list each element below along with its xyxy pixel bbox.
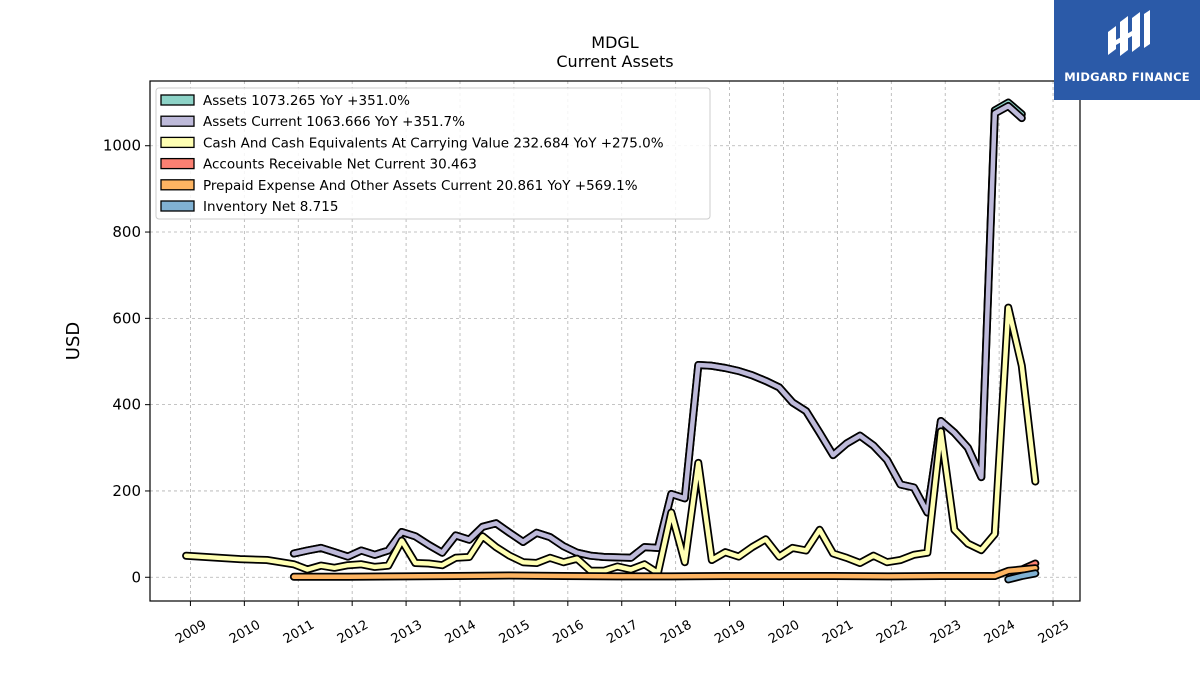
x-tick-label: 2018: [658, 618, 694, 648]
x-tick-label: 2017: [604, 618, 640, 648]
legend-entry: Cash And Cash Equivalents At Carrying Va…: [203, 135, 664, 151]
series-line: [291, 565, 1038, 580]
x-tick-label: 2014: [443, 618, 479, 648]
x-tick-label: 2015: [497, 618, 533, 648]
y-tick-label: 800: [112, 223, 141, 241]
y-axis-label: USD: [63, 322, 84, 360]
x-tick-label: 2013: [389, 618, 425, 648]
series-line: [183, 305, 1038, 576]
legend-swatch: [160, 115, 195, 127]
x-tick-label: 2019: [712, 618, 748, 648]
x-tick-label: 2020: [766, 618, 802, 648]
legend-swatch: [160, 136, 195, 149]
x-axis-ticks: 2009 2010 2011 2012 2013 2014 2015 2016 2017 2018…: [173, 601, 1072, 647]
legend-entry: Assets 1073.265 YoY +351.0%: [203, 93, 410, 109]
legend-box: [155, 87, 711, 220]
x-tick-label: 2024: [982, 618, 1018, 648]
series-layer: [182, 98, 1040, 584]
series-line: [1006, 571, 1038, 582]
x-tick-label: 2009: [173, 618, 209, 648]
x-tick-label: 2011: [281, 618, 317, 648]
midgard-logo-icon: [1108, 10, 1150, 56]
logo-text: MIDGARD FINANCE: [1064, 70, 1190, 84]
y-tick-label: 400: [112, 396, 141, 414]
legend: Assets 1073.265 YoY +351.0% Assets Curren…: [155, 87, 711, 220]
x-tick-label: 2012: [335, 618, 371, 648]
x-tick-label: 2016: [550, 618, 586, 648]
series-line: [291, 103, 1025, 561]
legend-entry: Prepaid Expense And Other Assets Current…: [203, 178, 638, 194]
legend-swatch: [160, 200, 195, 212]
x-tick-label: 2021: [820, 618, 856, 648]
y-tick-label: 200: [112, 482, 141, 500]
legend-entry: Accounts Receivable Net Current 30.463: [203, 157, 477, 173]
y-axis-ticks: 0 200 400 600 800 1000: [103, 137, 150, 586]
y-tick-label: 1000: [103, 137, 141, 155]
legend-entry: Assets Current 1063.666 YoY +351.7%: [203, 114, 465, 130]
chart-title: MDGL: [591, 33, 639, 52]
legend-swatch: [160, 94, 195, 106]
x-tick-label: 2023: [928, 618, 964, 648]
x-tick-label: 2022: [874, 618, 910, 648]
legend-swatch: [160, 157, 195, 170]
legend-entry: Inventory Net 8.715: [203, 199, 338, 215]
legend-swatch: [160, 179, 195, 191]
x-tick-label: 2010: [227, 618, 263, 648]
y-tick-label: 0: [131, 568, 141, 586]
plot-frame: [149, 80, 1081, 602]
y-tick-label: 600: [112, 309, 141, 327]
midgard-logo: MIDGARD FINANCE: [1054, 0, 1200, 100]
x-tick-label: 2025: [1036, 618, 1072, 648]
series-outline: [182, 303, 1040, 577]
chart-subtitle: Current Assets: [556, 52, 673, 71]
